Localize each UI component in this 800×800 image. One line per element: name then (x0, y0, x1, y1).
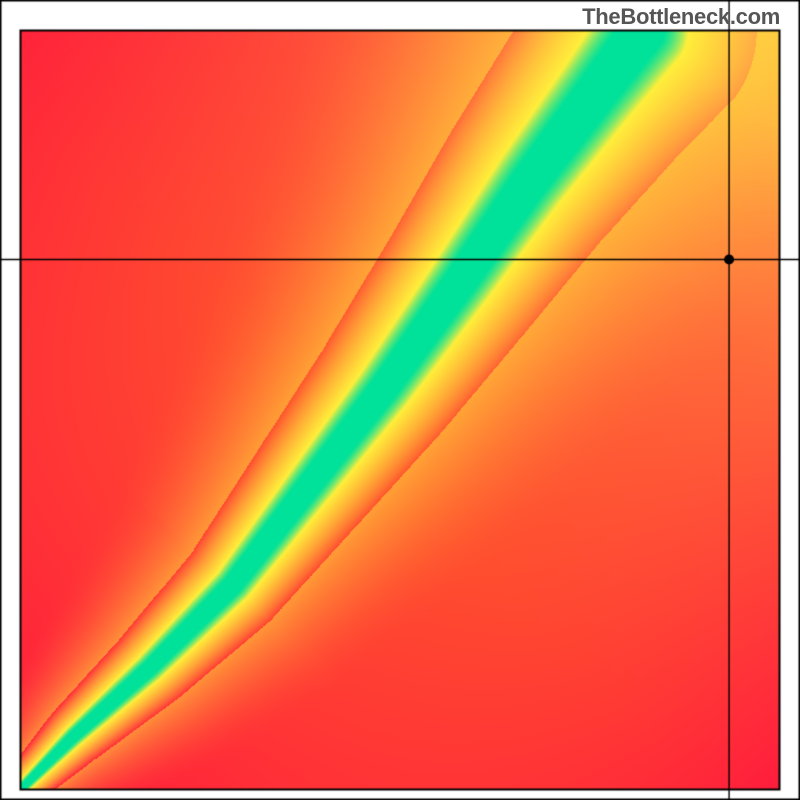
chart-container: TheBottleneck.com (0, 0, 800, 800)
heatmap-canvas (0, 0, 800, 800)
attribution-label: TheBottleneck.com (582, 4, 780, 30)
